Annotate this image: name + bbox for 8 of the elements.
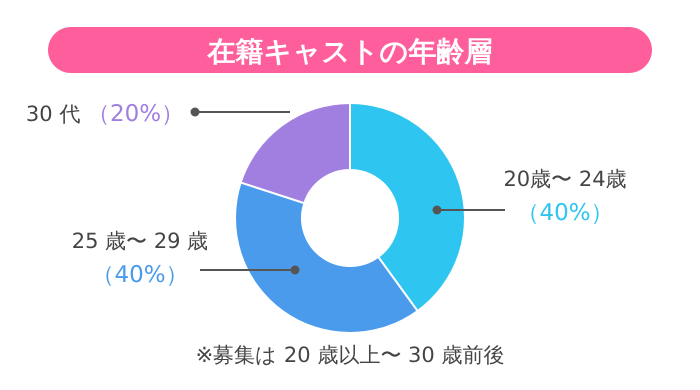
data-label: （40%） — [91, 262, 189, 288]
slice-label: 20歳〜 24歳 — [503, 167, 627, 191]
chart-title: 在籍キャストの年齢層 — [206, 35, 492, 68]
slice-label: 25 歳〜 29 歳 — [72, 229, 208, 253]
slice-label: 30 代 — [26, 102, 87, 126]
data-label: （40%） — [516, 200, 614, 226]
data-label: （20%） — [86, 101, 184, 127]
text: ※募集は 20 歳以上〜 30 歳前後 — [196, 343, 504, 367]
